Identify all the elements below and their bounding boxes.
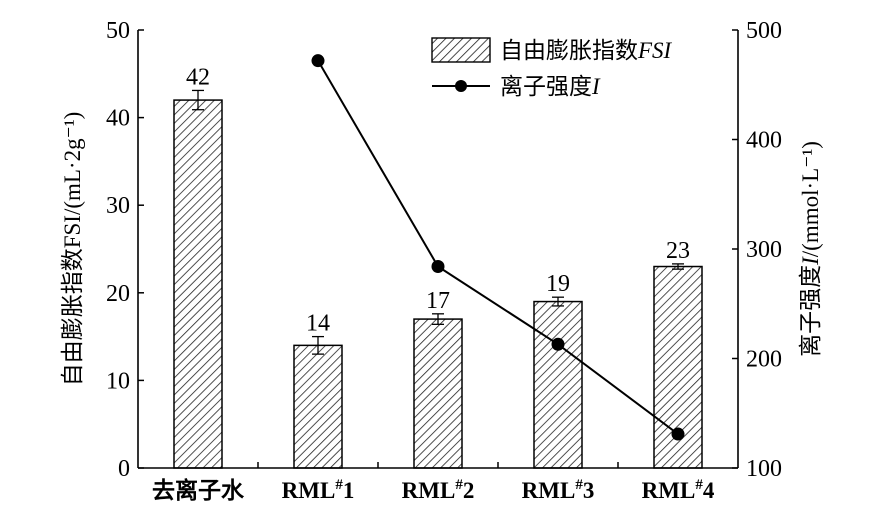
x-category-label: 去离子水: [152, 477, 245, 503]
right-axis-ticks: 100 200 300 400 500: [732, 18, 782, 482]
x-axis-labels: 去离子水 RML#1 RML#2 RML#3 RML#4: [152, 477, 715, 503]
x-category-label-base: 去离子水: [152, 477, 245, 503]
x-category-label-sup: #: [335, 477, 343, 493]
right-tick-label: 100: [746, 456, 782, 482]
fsi-data-label: 42: [186, 64, 210, 90]
left-tick-label: 10: [106, 368, 130, 394]
left-tick-label: 20: [106, 281, 130, 307]
left-axis-ticks: 0 10 20 30 40 50: [106, 18, 144, 482]
fsi-bar: [533, 300, 583, 469]
fsi-data-label: 14: [306, 311, 330, 337]
legend-bar-label-italic: FSI: [637, 38, 673, 63]
x-category-label: RML#2: [402, 477, 475, 503]
legend-line-label: 离子强度I: [500, 74, 601, 99]
x-category-label-tail: 1: [343, 478, 355, 503]
x-category-label-sup: #: [575, 477, 583, 493]
right-axis-title: 离子强度I/(mmol·L⁻¹): [798, 141, 823, 357]
x-axis-ticks: [257, 462, 619, 468]
x-category-label-sup: #: [455, 477, 463, 493]
left-tick-label: 50: [106, 18, 130, 44]
x-category-label: RML#3: [522, 477, 595, 503]
right-tick-label: 300: [746, 237, 782, 263]
left-axis-title: 自由膨胀指数FSI/(mL·2g⁻¹): [60, 112, 85, 387]
right-tick-label: 500: [746, 18, 782, 44]
x-category-label-base: RML: [402, 478, 456, 503]
right-tick-label: 400: [746, 128, 782, 154]
legend-bar-label: 自由膨胀指数FSI: [500, 38, 673, 63]
left-tick-label: 30: [106, 193, 130, 219]
ionic-strength-point: [311, 54, 325, 68]
x-category-label-tail: 2: [463, 478, 475, 503]
ionic-strength-line-series: [311, 54, 685, 441]
left-tick-label: 0: [118, 456, 130, 482]
ionic-strength-line: [317, 60, 679, 435]
fsi-bar: [293, 344, 343, 469]
right-tick-label: 200: [746, 347, 782, 373]
legend-line-label-italic: I: [591, 74, 601, 99]
x-category-label: RML#4: [642, 477, 715, 503]
legend-bar-label-plain: 自由膨胀指数: [500, 38, 638, 63]
x-category-label-sup: #: [695, 477, 703, 493]
x-category-label-base: RML: [522, 478, 576, 503]
x-category-label-base: RML: [282, 478, 336, 503]
left-tick-label: 40: [106, 106, 130, 132]
legend-line-label-plain: 离子强度: [500, 74, 592, 99]
x-category-label-tail: 4: [703, 478, 715, 503]
fsi-data-label: 23: [666, 238, 690, 264]
x-category-label-base: RML: [642, 478, 696, 503]
legend-bar-swatch: [431, 37, 491, 63]
fsi-data-labels: 42 14 17 19 23: [186, 64, 690, 336]
x-category-label-tail: 3: [583, 478, 595, 503]
right-axis-title-plain: 离子强度: [798, 265, 823, 357]
right-axis-title-italic: I: [798, 256, 823, 266]
x-category-label: RML#1: [282, 477, 355, 503]
right-axis-title-unit: /(mmol·L⁻¹): [798, 141, 823, 257]
fsi-bar: [173, 99, 223, 469]
fsi-bar-series: [173, 99, 703, 469]
legend-line-marker: [455, 80, 467, 92]
legend: 自由膨胀指数FSI 离子强度I: [431, 37, 673, 99]
ionic-strength-point: [551, 337, 565, 351]
ionic-strength-point: [671, 427, 685, 441]
fsi-data-label: 19: [546, 271, 570, 297]
fsi-data-label: 17: [426, 288, 450, 314]
ionic-strength-point: [431, 260, 445, 274]
fsi-error-bars: [192, 89, 684, 355]
fsi-bar: [413, 318, 463, 469]
